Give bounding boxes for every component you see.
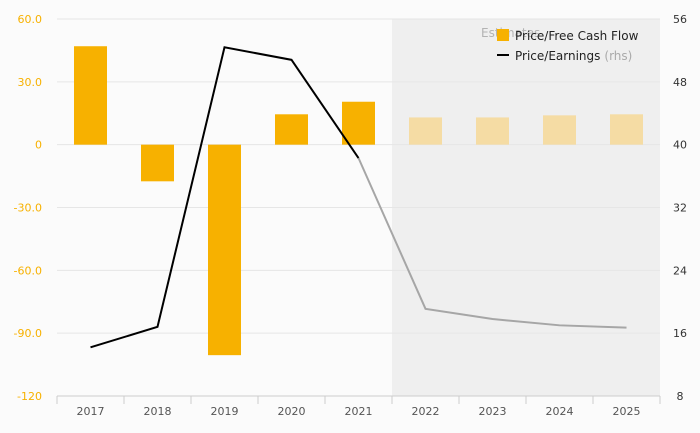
y-left-tick-label: -120	[17, 390, 42, 403]
y-left-tick-label: -90.0	[14, 327, 42, 340]
y-right-tick-label: 24	[673, 264, 687, 277]
bar-estimate	[610, 114, 643, 145]
x-tick-label: 2020	[278, 405, 306, 418]
legend: Price/Free Cash Flow Price/Earnings (rhs)	[497, 29, 639, 63]
legend-label-bar: Price/Free Cash Flow	[515, 29, 639, 43]
y-right-tick-label: 56	[673, 13, 687, 26]
x-tick-label: 2017	[77, 405, 105, 418]
x-tick-label: 2019	[211, 405, 239, 418]
x-tick-label: 2025	[613, 405, 641, 418]
y-right-tick-label: 40	[673, 139, 687, 152]
y-left-tick-label: 30.0	[18, 76, 43, 89]
line-series	[90, 46, 360, 349]
bar	[141, 144, 174, 182]
legend-label-line: Price/Earnings (rhs)	[515, 49, 632, 63]
x-tick-label: 2023	[479, 405, 507, 418]
y-right-tick-label: 48	[673, 76, 687, 89]
bar-estimate	[543, 115, 576, 145]
x-tick-label: 2024	[546, 405, 574, 418]
y-right-tick-label: 32	[673, 202, 687, 215]
bar-estimate	[476, 117, 509, 145]
bar	[275, 114, 308, 145]
y-left-tick-label: 0	[35, 139, 42, 152]
bar	[208, 144, 241, 356]
x-tick-label: 2018	[144, 405, 172, 418]
estimates-label: Estimates	[481, 26, 540, 40]
y-left-tick-label: -60.0	[14, 264, 42, 277]
y-right-tick-label: 16	[673, 327, 687, 340]
y-right-tick-label: 8	[677, 390, 684, 403]
y-left-tick-label: -30.0	[14, 202, 42, 215]
bar	[74, 46, 107, 145]
bar	[342, 101, 375, 145]
legend-swatch-bar	[497, 29, 509, 41]
x-tick-label: 2022	[412, 405, 440, 418]
y-left-tick-label: 60.0	[18, 13, 43, 26]
line-series-estimate	[357, 157, 627, 329]
bar-estimate	[409, 117, 442, 145]
x-tick-label: 2021	[345, 405, 373, 418]
